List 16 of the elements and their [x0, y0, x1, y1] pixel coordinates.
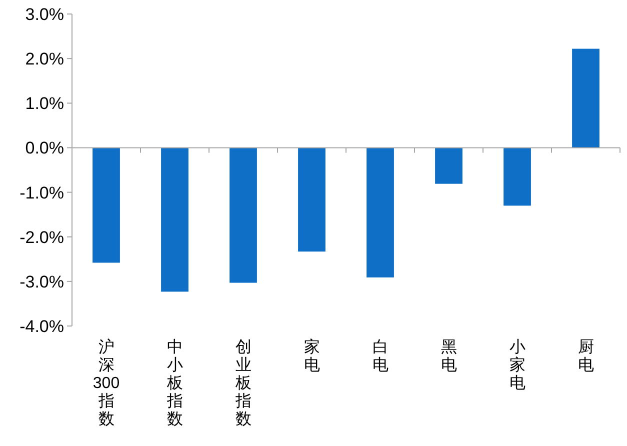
- x-tick-label: 小家电: [509, 338, 526, 392]
- x-tick-label: 中小板指数: [166, 338, 183, 428]
- y-tick-label: 1.0%: [25, 94, 64, 114]
- y-tick-label: 2.0%: [25, 50, 64, 69]
- x-tick-label: 黑电: [440, 339, 457, 374]
- x-tick-label: 白电: [372, 339, 388, 374]
- x-tick-label: 厨电: [578, 339, 594, 374]
- x-tick-label: 沪深300指数: [92, 338, 120, 428]
- y-tick-label: -2.0%: [20, 228, 64, 247]
- x-tick-label: 创业板指数: [234, 339, 252, 428]
- y-tick-label: -1.0%: [20, 183, 64, 202]
- y-tick-label: 0.0%: [25, 138, 64, 158]
- x-tick-label: 家电: [304, 338, 320, 374]
- y-tick-label: 3.0%: [25, 5, 64, 24]
- y-tick-label: -4.0%: [20, 317, 64, 336]
- y-tick-label: -3.0%: [20, 272, 64, 292]
